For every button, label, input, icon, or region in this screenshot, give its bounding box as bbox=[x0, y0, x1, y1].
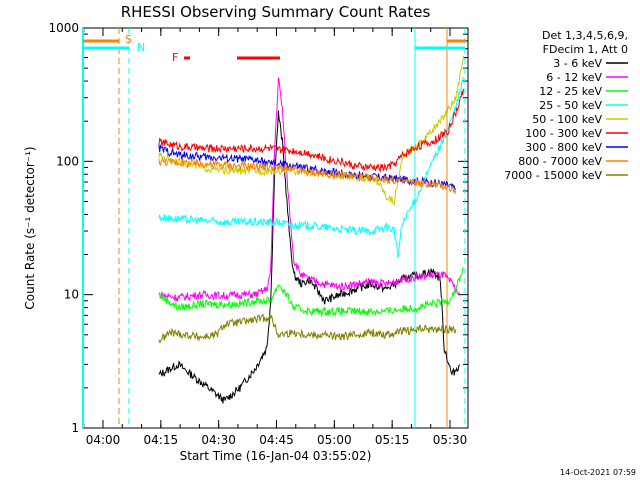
legend-label: 100 - 300 keV bbox=[525, 127, 602, 140]
legend-label: 25 - 50 keV bbox=[539, 99, 602, 112]
series-line-8 bbox=[158, 313, 457, 344]
series-line-3 bbox=[158, 76, 464, 258]
series-line-1 bbox=[158, 77, 461, 303]
y-tick-label: 10 bbox=[64, 288, 79, 302]
legend-label: 50 - 100 keV bbox=[532, 113, 602, 126]
series-line-2 bbox=[158, 267, 464, 318]
legend-label: 3 - 6 keV bbox=[553, 57, 602, 70]
legend-label: 6 - 12 keV bbox=[546, 71, 602, 84]
legend-label: 12 - 25 keV bbox=[539, 85, 602, 98]
x-tick-label: 05:30 bbox=[433, 433, 468, 447]
annotation-f: F bbox=[172, 51, 178, 64]
x-tick-label: 05:15 bbox=[375, 433, 410, 447]
series-line-5 bbox=[158, 88, 464, 173]
x-tick-label: 04:15 bbox=[144, 433, 179, 447]
y-tick-label: 100 bbox=[56, 154, 79, 168]
series-line-0 bbox=[158, 110, 461, 404]
series-line-4 bbox=[158, 55, 464, 207]
y-axis-label: Count Rate (s⁻¹ detector⁻¹) bbox=[23, 146, 37, 309]
legend-header: FDecim 1, Att 0 bbox=[543, 43, 628, 56]
plot-frame bbox=[82, 27, 469, 429]
x-tick-label: 05:00 bbox=[317, 433, 352, 447]
x-tick-label: 04:45 bbox=[259, 433, 294, 447]
legend-header: Det 1,3,4,5,6,9, bbox=[542, 29, 628, 42]
y-tick-label: 1 bbox=[71, 421, 79, 435]
legend-label: 7000 - 15000 keV bbox=[504, 169, 602, 182]
x-tick-label: 04:00 bbox=[86, 433, 121, 447]
legend-label: 800 - 7000 keV bbox=[518, 155, 602, 168]
x-tick-label: 04:30 bbox=[201, 433, 236, 447]
x-axis-label: Start Time (16-Jan-04 03:55:02) bbox=[180, 449, 372, 463]
annotation-n: N bbox=[137, 41, 145, 54]
y-tick-label: 1000 bbox=[48, 21, 79, 35]
chart-title: RHESSI Observing Summary Count Rates bbox=[121, 3, 431, 21]
series-line-7 bbox=[158, 157, 457, 195]
series-line-6 bbox=[158, 143, 457, 191]
annotation-s: S bbox=[125, 33, 132, 46]
footer-timestamp: 14-Oct-2021 07:59 bbox=[560, 468, 636, 477]
legend-label: 300 - 800 keV bbox=[525, 141, 602, 154]
